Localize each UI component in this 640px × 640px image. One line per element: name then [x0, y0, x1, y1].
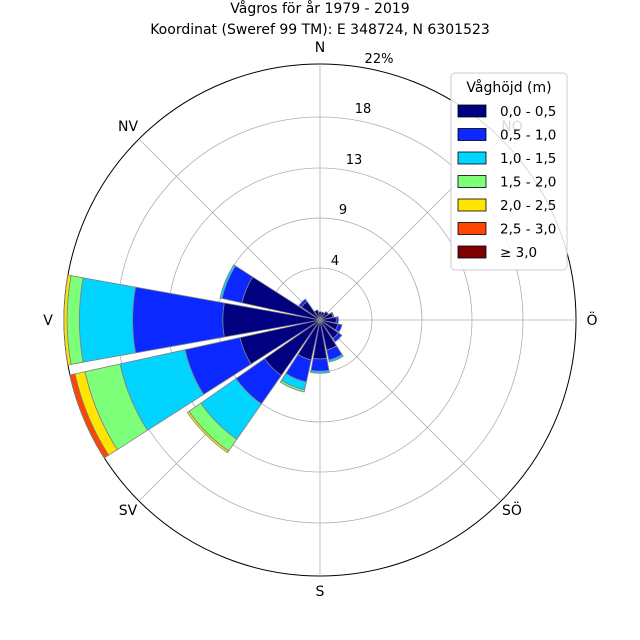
direction-label: S	[316, 584, 325, 600]
radial-tick-label: 9	[339, 203, 347, 218]
radial-tick-label: 4	[331, 254, 339, 269]
legend-swatch	[457, 128, 487, 141]
legend-label: ≥ 3,0	[500, 245, 537, 261]
legend-swatch	[457, 104, 487, 118]
rose-bars	[63, 264, 344, 459]
legend-label: 1,5 - 2,0	[500, 175, 556, 191]
grid-spoke	[319, 319, 502, 502]
legend: Våghöjd (m) 0,0 - 0,5 0,5 - 1,0 1,0 - 1,5 1…	[450, 72, 568, 271]
radial-tick-label: 13	[346, 153, 363, 168]
radial-tick-label: 18	[355, 102, 372, 117]
rose-bar-segment	[298, 298, 308, 308]
rose-bar-segment	[310, 357, 330, 372]
rose-bar-segment	[132, 286, 225, 354]
rose-bar-segment	[330, 311, 335, 318]
legend-label: 2,0 - 2,5	[500, 198, 556, 214]
rose-bar-segment	[310, 369, 330, 374]
legend-label: 2,5 - 3,0	[500, 222, 556, 238]
rose-bar-segment	[69, 373, 110, 459]
legend-swatch	[457, 151, 487, 165]
rose-bar-segment	[186, 410, 230, 454]
legend-label: 0,5 - 1,0	[500, 128, 556, 144]
chart-subtitle: Koordinat (Sweref 99 TM): E 348724, N 63…	[150, 22, 490, 38]
direction-label: N	[315, 40, 325, 56]
legend-label: 0,0 - 0,5	[500, 104, 556, 120]
direction-label: SV	[119, 503, 138, 519]
rose-bar-segment	[313, 309, 321, 321]
rose-bar-segment	[219, 264, 237, 299]
rose-bar-segment	[332, 332, 343, 343]
legend-frame	[450, 72, 568, 271]
direction-label: Ö	[586, 311, 597, 329]
rose-bar-segment	[79, 277, 136, 363]
rose-bar-segment	[335, 316, 339, 324]
chart-title: Vågros för år 1979 - 2019	[230, 0, 409, 17]
direction-label: NV	[118, 119, 138, 135]
grid-spoke	[138, 138, 321, 321]
legend-items: 0,0 - 0,5 0,5 - 1,0 1,0 - 1,5 1,5 - 2,0 2,0 …	[457, 104, 556, 261]
legend-swatch	[457, 245, 487, 259]
direction-label: V	[43, 313, 53, 329]
rose-bar-segment	[63, 274, 72, 366]
legend-swatch	[457, 222, 487, 235]
rose-bar-segment	[319, 311, 329, 321]
legend-swatch	[457, 198, 487, 212]
legend-swatch	[457, 175, 487, 188]
rose-bar-segment	[328, 353, 344, 363]
rose-bar-segment	[334, 323, 343, 333]
rose-bar-segment	[279, 379, 306, 393]
radial-tick-labels: 4 9 13 18 22%	[331, 52, 394, 269]
direction-label: SÖ	[502, 501, 522, 519]
legend-title: Våghöjd (m)	[466, 79, 551, 96]
legend-label: 1,0 - 1,5	[500, 151, 556, 167]
radial-tick-label: 22%	[365, 52, 394, 67]
